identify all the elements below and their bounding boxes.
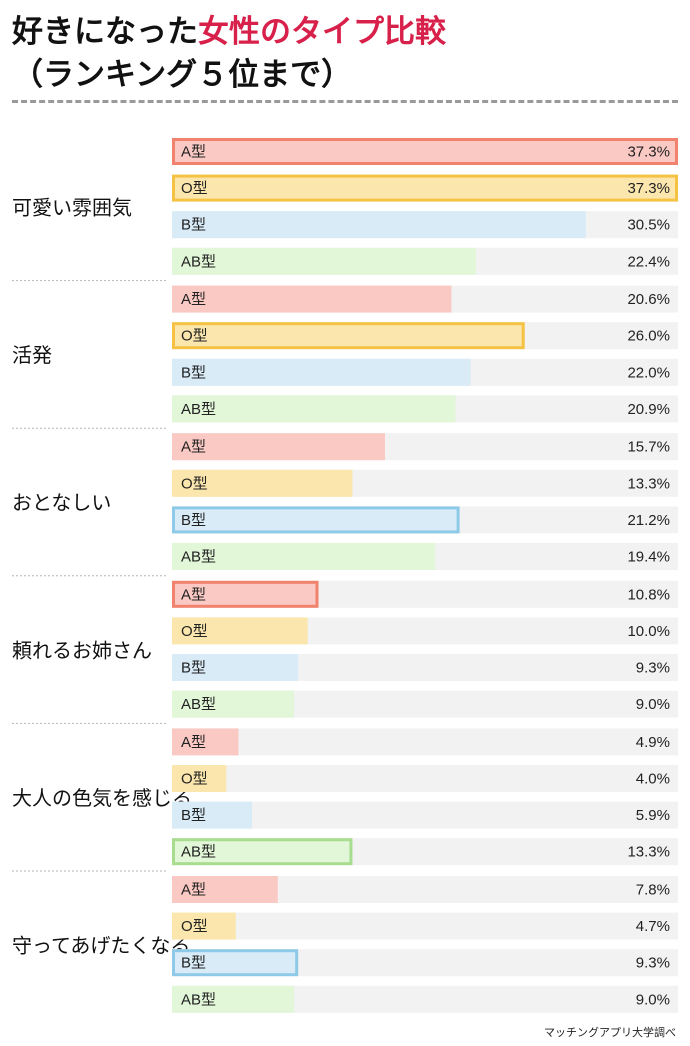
series-label: O型	[181, 918, 208, 935]
series-label: O型	[181, 623, 208, 640]
series-label: B型	[181, 955, 206, 972]
bar	[172, 690, 295, 718]
series-label: A型	[181, 586, 206, 603]
bar	[172, 469, 353, 497]
series-label: AB型	[181, 401, 216, 418]
data-label: 20.9%	[627, 401, 670, 418]
data-label: 19.4%	[627, 548, 670, 565]
data-label: 10.0%	[627, 623, 670, 640]
title-divider	[12, 100, 678, 103]
data-label: 9.0%	[636, 696, 670, 713]
chart-title: 好きになった女性のタイプ比較	[12, 6, 446, 51]
data-label: 22.0%	[627, 364, 670, 381]
series-label: B型	[181, 364, 206, 381]
series-label: A型	[181, 291, 206, 308]
category-label: 活発	[12, 344, 52, 367]
data-label: 4.9%	[636, 734, 670, 751]
source-note: マッチングアプリ大学調べ	[544, 1026, 676, 1039]
data-label: 9.3%	[636, 659, 670, 676]
bar	[172, 801, 253, 829]
category-label: 可愛い雰囲気	[12, 196, 132, 219]
data-label: 37.3%	[627, 180, 670, 197]
data-label: 20.6%	[627, 291, 670, 308]
category-label: おとなしい	[12, 493, 111, 515]
data-label: 7.8%	[636, 881, 670, 898]
bar-track	[172, 912, 678, 940]
data-label: 22.4%	[627, 253, 670, 270]
data-label: 13.3%	[627, 475, 670, 492]
bar	[172, 728, 239, 756]
data-label: 4.0%	[636, 770, 670, 787]
bar-highlighted	[172, 174, 678, 202]
bar-highlighted	[172, 322, 525, 350]
bar-track	[172, 801, 678, 829]
category-label: 頼れるお姉さん	[12, 639, 152, 662]
series-label: AB型	[181, 991, 216, 1008]
category-label: 大人の色気を感じる	[12, 787, 192, 810]
series-label: A型	[181, 734, 206, 751]
series-label: O型	[181, 328, 208, 345]
series-label: B型	[181, 512, 206, 529]
bar-highlighted	[172, 580, 319, 608]
bar	[172, 395, 456, 423]
bar	[172, 543, 436, 570]
bar	[172, 247, 476, 275]
series-label: O型	[181, 180, 208, 197]
series-label: AB型	[181, 548, 216, 565]
series-label: B型	[181, 659, 206, 676]
series-label: AB型	[181, 253, 216, 270]
bar	[172, 912, 236, 940]
data-label: 10.8%	[627, 586, 670, 603]
bar	[172, 654, 299, 681]
bar	[172, 211, 586, 239]
series-label: B型	[181, 217, 206, 234]
data-label: 13.3%	[627, 844, 670, 861]
bar-highlighted	[172, 838, 353, 866]
data-label: 30.5%	[627, 217, 670, 234]
data-label: 4.7%	[636, 918, 670, 935]
series-label: AB型	[181, 844, 216, 861]
bar	[172, 985, 295, 1013]
series-label: A型	[181, 143, 206, 160]
data-label: 15.7%	[627, 439, 670, 456]
bar-highlighted	[172, 506, 460, 534]
bar	[172, 285, 452, 313]
series-label: A型	[181, 439, 206, 456]
series-label: O型	[181, 770, 208, 787]
category-label: 守ってあげたくなる	[12, 934, 190, 957]
series-label: O型	[181, 475, 208, 492]
bar-track	[172, 765, 678, 792]
chart-title-accent: 女性のタイプ比較	[198, 14, 446, 50]
data-label: 9.0%	[636, 991, 670, 1008]
data-label: 26.0%	[627, 328, 670, 345]
data-label: 5.9%	[636, 807, 670, 824]
bar	[172, 617, 308, 645]
series-label: A型	[181, 881, 206, 898]
chart-title-part1: 好きになった	[12, 14, 198, 50]
bar	[172, 358, 471, 386]
bar	[172, 876, 278, 903]
data-label: 21.2%	[627, 512, 670, 529]
series-label: AB型	[181, 696, 216, 713]
bar-track	[172, 728, 678, 756]
series-label: B型	[181, 807, 206, 824]
data-label: 9.3%	[636, 955, 670, 972]
bar	[172, 765, 227, 792]
chart-subtitle: （ランキング５位まで）	[12, 57, 353, 93]
bar	[172, 433, 385, 461]
data-label: 37.3%	[627, 143, 670, 160]
bar-highlighted	[172, 138, 678, 165]
bar-highlighted	[172, 949, 299, 977]
